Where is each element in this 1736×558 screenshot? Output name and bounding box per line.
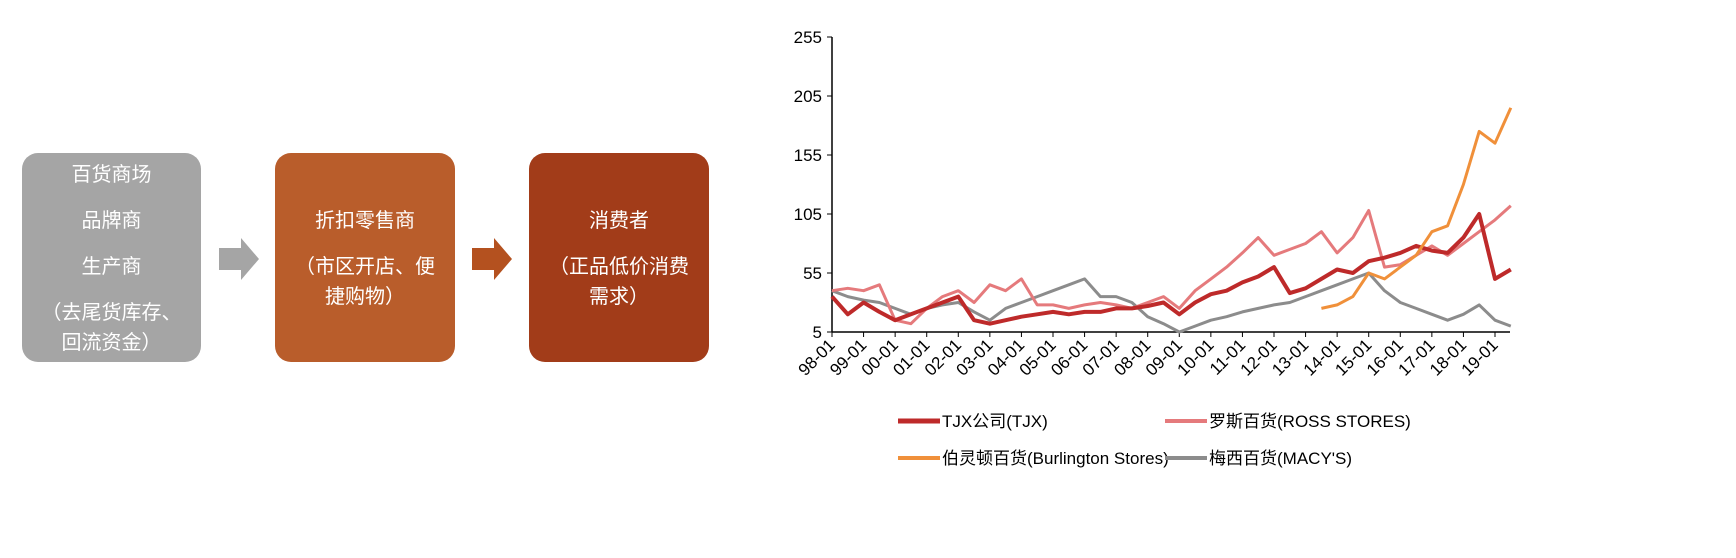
y-tick-label: 5: [813, 323, 822, 342]
node-box: 百货商场 品牌商 生产商 （去尾货库存、回流资金）: [22, 153, 201, 362]
y-tick-label: 155: [794, 146, 822, 165]
node-text: 折扣零售商: [315, 207, 415, 232]
x-tick-label: 10-01: [1174, 335, 1218, 379]
series-line: [1321, 107, 1513, 310]
legend-label: 伯灵顿百货(Burlington Stores): [942, 449, 1169, 468]
node-box: 折扣零售商 （市区开店、便捷购物）: [275, 153, 455, 362]
arrow: [472, 238, 512, 280]
legend-label: 罗斯百货(ROSS STORES): [1209, 412, 1411, 431]
node-text: （正品低价消费需求）: [549, 253, 689, 308]
node-text: 生产商: [81, 253, 142, 278]
series-line: [831, 271, 1512, 334]
y-tick-label: 105: [794, 205, 822, 224]
y-tick-label: 205: [794, 87, 822, 106]
x-tick-label: 19-01: [1458, 335, 1502, 379]
arrow: [219, 238, 259, 280]
series-line: [830, 212, 1512, 326]
node-text: 消费者: [589, 207, 649, 232]
series-line: [831, 204, 1512, 326]
y-tick-label: 255: [794, 28, 822, 47]
node-text: 品牌商: [81, 207, 142, 232]
legend-label: TJX公司(TJX): [942, 412, 1048, 431]
y-tick-label: 55: [803, 264, 822, 283]
node-text: （去尾货库存、回流资金）: [41, 299, 182, 354]
node-text: （市区开店、便捷购物）: [295, 253, 435, 308]
legend-label: 梅西百货(MACY'S): [1209, 449, 1352, 468]
node-text: 百货商场: [71, 161, 152, 186]
node-box: 消费者 （正品低价消费需求）: [529, 153, 709, 362]
